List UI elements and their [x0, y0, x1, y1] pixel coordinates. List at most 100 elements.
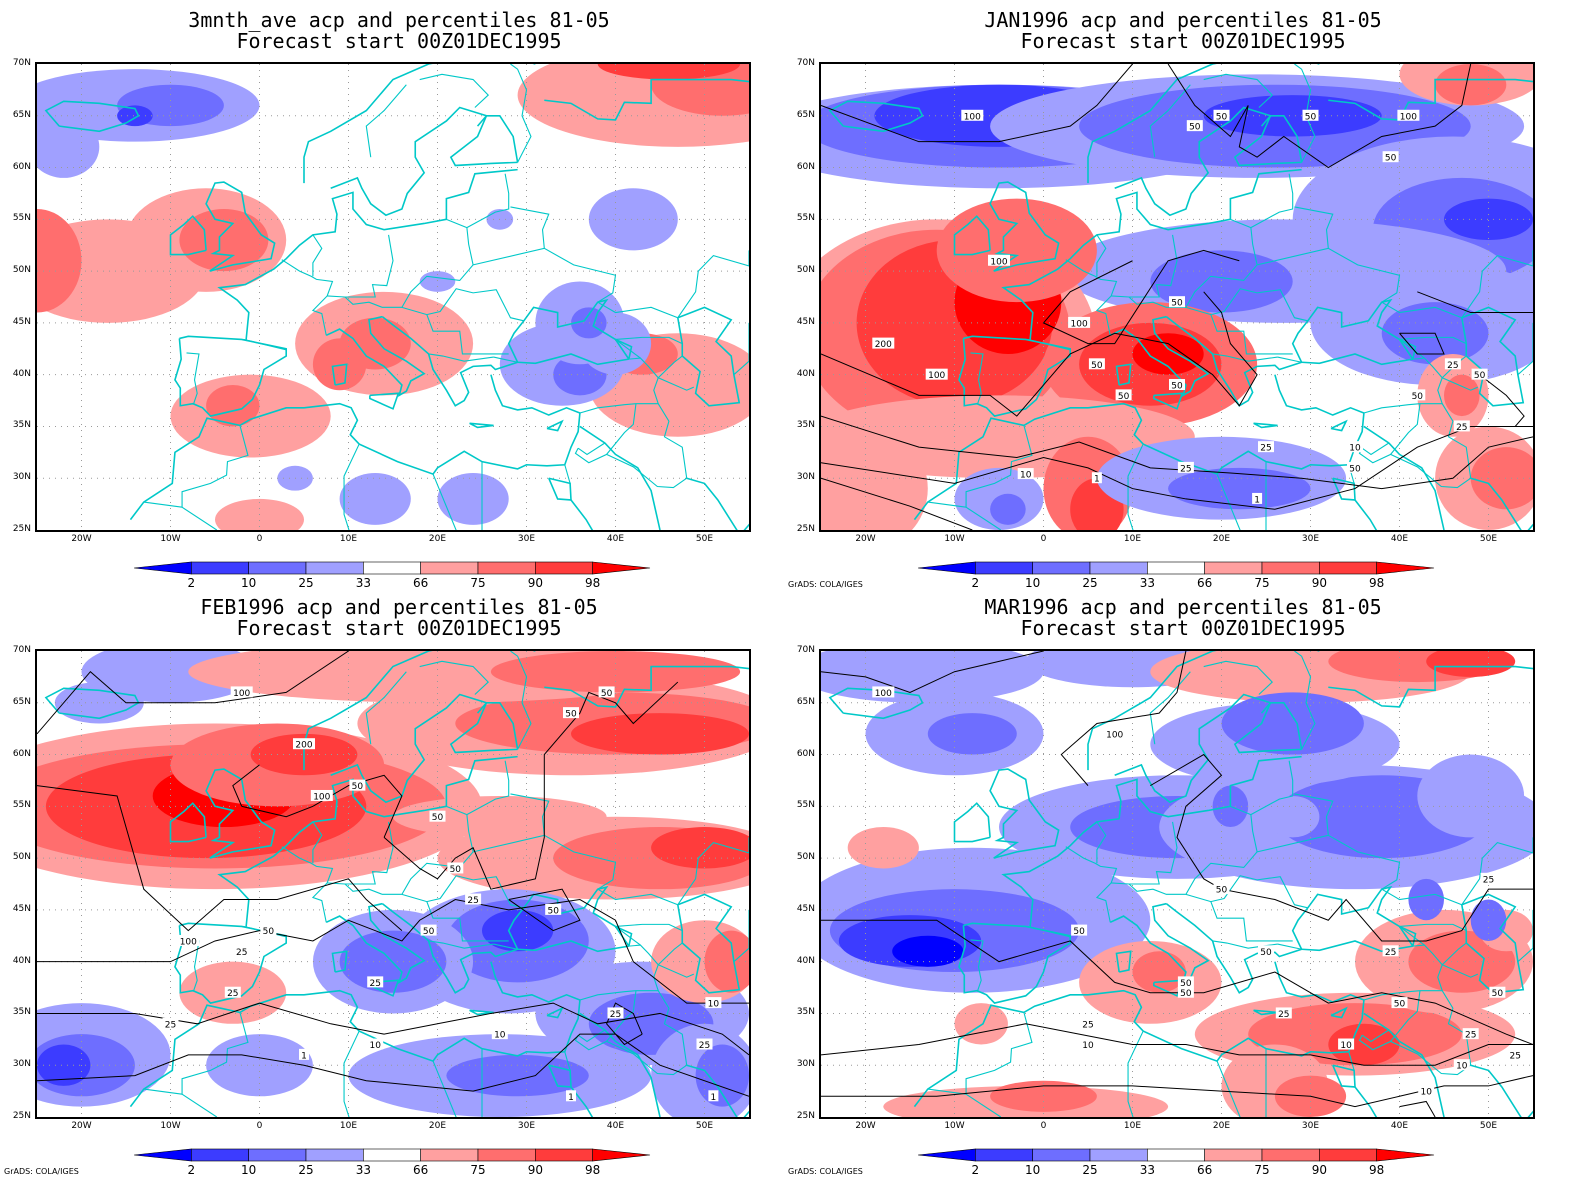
coastline — [913, 374, 1365, 521]
border — [657, 355, 683, 379]
coastline — [1115, 950, 1132, 973]
contour-label: 25 — [1082, 1020, 1093, 1030]
colorbar-label: 75 — [470, 576, 486, 590]
contour-label-bg — [224, 986, 241, 998]
contour-label: 25 — [467, 896, 478, 906]
coastline — [828, 687, 924, 720]
contour-label: 50 — [1180, 979, 1192, 989]
contour-label-bg — [1068, 316, 1091, 328]
colorbar-label: 25 — [298, 1163, 314, 1177]
lon-tick-label: 50E — [1479, 534, 1498, 544]
lon-tick-label: 10W — [160, 1121, 181, 1131]
colorbar-label: 98 — [585, 1163, 601, 1177]
contour-label: 200 — [295, 741, 312, 751]
contour-label: 10 — [1349, 444, 1361, 454]
lon-tick-label: 20E — [428, 1121, 447, 1131]
borders — [927, 651, 1533, 1117]
border — [401, 288, 524, 322]
contour-label: 10 — [1020, 471, 1032, 481]
lat-tick-label: 60N — [12, 748, 31, 759]
contour-label: 1 — [711, 1093, 717, 1103]
contour — [821, 1075, 1533, 1108]
border — [579, 944, 659, 1001]
contour-label-bg — [491, 1028, 508, 1040]
contour-label: 50 — [1216, 886, 1228, 896]
contour-label: 1 — [301, 1051, 307, 1061]
colorbar — [133, 560, 652, 579]
lat-tick-label: 25N — [12, 1111, 31, 1121]
border — [677, 837, 749, 906]
contour-label: 25 — [369, 979, 380, 989]
lon-tick-label: 0 — [1040, 534, 1047, 544]
contour-label-bg — [1507, 1048, 1524, 1060]
anomaly-region — [37, 1044, 91, 1086]
anomaly-region — [651, 827, 749, 869]
colorbar-label: 10 — [241, 576, 257, 590]
lon-tick-label: 30E — [517, 534, 536, 544]
border — [1127, 443, 1144, 530]
border — [1461, 837, 1533, 906]
lat-tick-label: 35N — [796, 1007, 815, 1018]
coastline — [989, 768, 1060, 859]
coastline — [953, 215, 991, 256]
colorbar-label: 2 — [971, 1163, 980, 1177]
colorbar — [917, 560, 1436, 579]
border — [1277, 356, 1302, 363]
border — [181, 425, 249, 508]
contour-label: 25 — [699, 1041, 710, 1051]
border — [1441, 990, 1472, 1066]
anomaly-region — [1150, 250, 1293, 313]
coastline — [1399, 925, 1417, 947]
contour-label-bg — [1186, 120, 1203, 132]
coastline — [1153, 392, 1184, 410]
colorbar-label: 25 — [1082, 576, 1098, 590]
lon-tick-label: 30E — [1301, 1121, 1320, 1131]
contour — [37, 1033, 749, 1097]
contour-label-bg — [1444, 358, 1461, 370]
border — [1381, 888, 1462, 906]
colorbar-label: 75 — [1254, 576, 1270, 590]
contour-label-bg — [177, 934, 200, 946]
colorbar-segment — [1089, 1148, 1148, 1162]
border — [615, 336, 683, 345]
border — [927, 501, 967, 508]
contour — [821, 64, 1133, 143]
contour — [1042, 249, 1240, 345]
colorbar-label: 2 — [187, 1163, 196, 1177]
border — [564, 464, 571, 484]
border — [281, 846, 334, 923]
contour-label: 25 — [1260, 444, 1271, 454]
coastline — [476, 701, 519, 750]
contour-label: 100 — [875, 689, 892, 699]
contour-label-bg — [465, 893, 482, 905]
border — [564, 1051, 571, 1071]
border — [574, 990, 637, 1051]
border — [1381, 301, 1462, 319]
lon-tick-label: 20W — [855, 1121, 876, 1131]
lon-tick-label: 20W — [855, 534, 876, 544]
coastline — [129, 374, 581, 521]
coastline — [828, 100, 924, 133]
colorbar-segment — [1147, 1148, 1205, 1162]
lat-tick-label: 55N — [796, 800, 815, 811]
contour — [1399, 332, 1445, 355]
panel-title: 3mnth_ave acp and percentiles 81-05 — [188, 8, 610, 32]
anomaly-region — [1470, 899, 1507, 941]
contour — [821, 415, 1533, 490]
contour — [508, 888, 581, 932]
contour-label-bg — [1347, 461, 1363, 473]
border — [428, 940, 494, 949]
coastline — [1354, 499, 1378, 530]
coastline — [1328, 78, 1533, 121]
coastline — [913, 961, 1365, 1108]
map-plot-area: 100 50 50 200 100 50 50 25 50 100 50 25 50 25 25 25 1 10 1… — [35, 649, 751, 1119]
contour-label: 25 — [1483, 875, 1494, 885]
contour-label-bg — [988, 254, 1010, 266]
contour-label-bg — [310, 789, 333, 801]
border — [419, 73, 490, 108]
border — [927, 1088, 967, 1095]
border — [1361, 1029, 1390, 1043]
anomaly-region — [117, 105, 153, 127]
contour-label: 10 — [1420, 1088, 1432, 1098]
colorbar-segment — [1376, 1148, 1435, 1162]
